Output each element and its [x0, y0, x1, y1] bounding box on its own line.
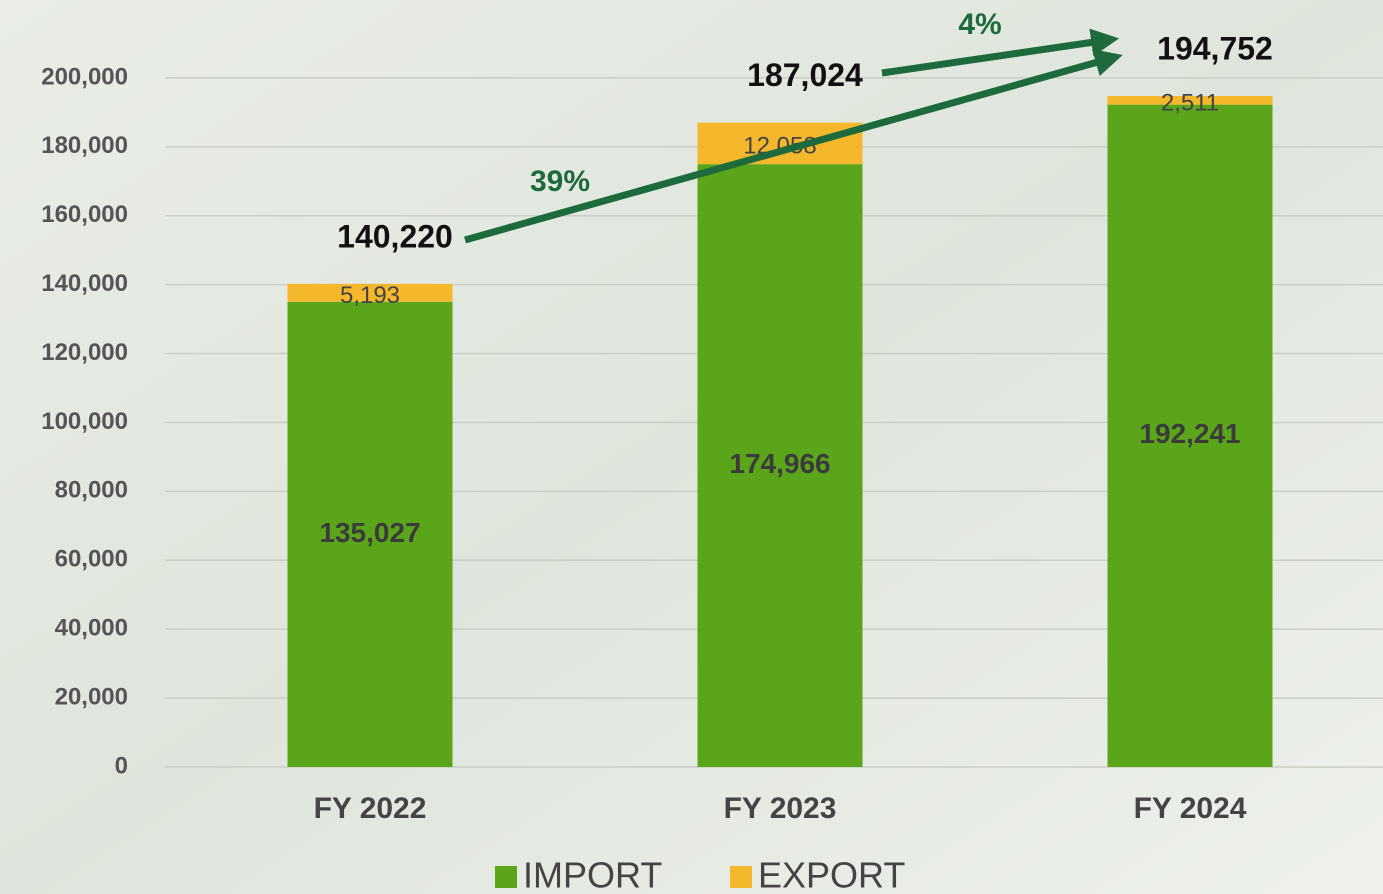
- segment-label: 174,966: [729, 448, 830, 479]
- total-label: 194,752: [1157, 30, 1273, 66]
- legend-swatch: [495, 866, 517, 888]
- y-tick-label: 120,000: [41, 339, 128, 366]
- segment-label: 5,193: [340, 282, 400, 309]
- segment-label: 135,027: [319, 517, 420, 548]
- legend-label: EXPORT: [758, 855, 905, 894]
- page: 0 20,000 40,000 60,000 80,000 100,000 120,000 1…: [0, 0, 1383, 894]
- growth-label: 39%: [530, 165, 590, 198]
- y-tick-label: 200,000: [41, 63, 128, 90]
- y-tick-label: 0: [115, 752, 128, 779]
- legend-label: IMPORT: [523, 855, 662, 894]
- y-tick-label: 80,000: [55, 477, 128, 504]
- y-tick-label: 100,000: [41, 408, 128, 435]
- total-label: 187,024: [747, 57, 863, 93]
- growth-label: 4%: [958, 8, 1001, 41]
- segment-label: 2,511: [1161, 90, 1219, 117]
- y-tick-label: 60,000: [55, 546, 128, 573]
- segment-label: 192,241: [1139, 418, 1240, 449]
- legend-swatch: [730, 866, 752, 888]
- x-tick-label: FY 2022: [314, 792, 427, 825]
- y-tick-label: 160,000: [41, 201, 128, 228]
- y-tick-label: 180,000: [41, 132, 128, 159]
- x-tick-label: FY 2024: [1134, 792, 1247, 825]
- y-tick-label: 20,000: [55, 683, 128, 710]
- y-tick-label: 40,000: [55, 615, 128, 642]
- x-tick-label: FY 2023: [724, 792, 837, 825]
- y-tick-label: 140,000: [41, 270, 128, 297]
- chart: 0 20,000 40,000 60,000 80,000 100,000 120,000 1…: [0, 0, 1383, 894]
- total-label: 140,220: [337, 218, 453, 254]
